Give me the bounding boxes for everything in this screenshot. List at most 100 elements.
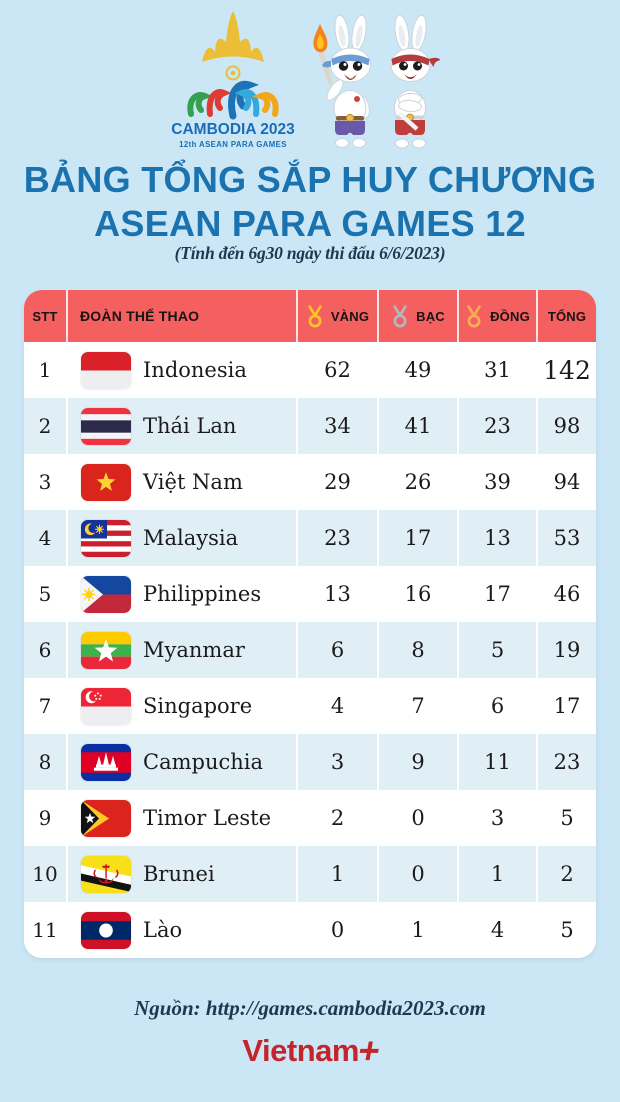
silver-count-cell: 17 [379,510,459,566]
team-cell: Lào [68,902,298,958]
flag-malaysia-icon [81,519,131,557]
gold-count-cell: 13 [298,566,379,622]
team-cell: Philippines [68,566,298,622]
total-count-cell: 98 [553,414,581,438]
total-count-cell: 2 [560,862,574,886]
team-name: Campuchia [143,750,263,774]
page-subtitle: (Tính đến 6g30 ngày thi đấu 6/6/2023) [174,243,446,263]
mascot-red-rabbit [390,14,441,149]
silver-count-cell: 26 [379,454,459,510]
team-cell: Campuchia [68,734,298,790]
total-count-cell: 19 [553,638,581,662]
header-bronze-label: ĐỒNG [490,308,530,324]
bronze-count-cell: 17 [459,566,538,622]
silver-count-cell: 8 [379,622,459,678]
total-count-cell: 46 [553,582,581,606]
flag-timor-leste-icon [81,799,131,837]
team-name: Thái Lan [143,414,237,438]
gold-count-cell: 2 [298,790,379,846]
team-name: Việt Nam [143,470,243,494]
team-cell: Brunei [68,846,298,902]
total-count-cell: 5 [560,918,574,942]
team-cell: Indonesia [68,342,298,398]
silver-medal-icon [391,304,409,329]
flag-thailand-icon [81,407,131,445]
silver-count-cell: 0 [379,790,459,846]
header-gold-label: VÀNG [330,308,370,324]
rank-cell: 11 [24,902,68,958]
logo-title: CAMBODIA 2023 [171,121,295,138]
bronze-count-cell: 11 [459,734,538,790]
team-name: Indonesia [143,358,247,382]
header-graphics: CAMBODIA 2023 12th ASEAN PARA GAMES [0,4,620,160]
table-row: 2 Thái Lan 34 41 23 98 [24,398,596,454]
total-count-cell: 142 [543,355,591,385]
team-cell: Thái Lan [68,398,298,454]
table-row: 5 Philippines 13 16 17 46 [24,566,596,622]
team-name: Myanmar [143,638,245,662]
torch-icon [313,24,333,85]
table-row: 9 Timor Leste 2 0 3 5 [24,790,596,846]
golden-crown-icon [202,11,264,62]
team-name: Singapore [143,694,253,718]
gold-count-cell: 0 [298,902,379,958]
rank-cell: 9 [24,790,68,846]
header-total: TỔNG [547,308,587,324]
total-count-cell: 23 [553,750,581,774]
header-stt: STT [24,290,68,342]
medal-table-body: 1 Indonesia 62 49 31 142 2 Thái Lan 34 41 23 98 3 Việ… [24,342,596,958]
team-name: Philippines [143,582,262,606]
gold-count-cell: 23 [298,510,379,566]
table-row: 8 Campuchia 3 9 11 23 [24,734,596,790]
team-cell: Timor Leste [68,790,298,846]
rank-cell: 3 [24,454,68,510]
silver-count-cell: 0 [379,846,459,902]
team-cell: Singapore [68,678,298,734]
page-title: BẢNG TỔNG SẮP HUY CHƯƠNG ASEAN PARA GAMES… [0,158,620,246]
silver-count-cell: 1 [379,902,459,958]
rank-cell: 6 [24,622,68,678]
flag-vietnam-icon [81,463,131,501]
bronze-count-cell: 4 [459,902,538,958]
cambodia-2023-logo-icon: CAMBODIA 2023 12th ASEAN PARA GAMES [171,11,295,149]
source-text: Nguồn: http://games.cambodia2023.com [134,996,486,1020]
total-count-cell: 5 [560,806,574,830]
header-gold: VÀNG [298,290,379,342]
rank-cell: 10 [24,846,68,902]
table-row: 3 Việt Nam 29 26 39 94 [24,454,596,510]
gold-count-cell: 29 [298,454,379,510]
team-cell: Malaysia [68,510,298,566]
silver-count-cell: 41 [379,398,459,454]
naga-swirls-icon [187,80,279,120]
table-row: 6 Myanmar 6 8 5 19 [24,622,596,678]
bronze-medal-icon [465,304,483,329]
medal-table: STT ĐOÀN THỂ THAO VÀNG BẠC ĐỒNG TỔN [24,290,596,958]
gold-count-cell: 62 [298,342,379,398]
flag-laos-icon [81,911,131,949]
team-name: Malaysia [143,526,239,550]
total-count-cell: 17 [553,694,581,718]
logo-subtitle: 12th ASEAN PARA GAMES [179,140,287,149]
flag-indonesia-icon [81,351,131,389]
table-header: STT ĐOÀN THỂ THAO VÀNG BẠC ĐỒNG TỔN [24,290,596,342]
gold-count-cell: 6 [298,622,379,678]
team-name: Lào [143,918,183,942]
vietnamplus-wordmark: Vietnam [242,1033,359,1068]
rank-cell: 7 [24,678,68,734]
header-silver-label: BẠC [416,308,445,324]
rank-cell: 5 [24,566,68,622]
flag-brunei-icon [81,855,131,893]
flag-cambodia-icon [81,743,131,781]
team-cell: Việt Nam [68,454,298,510]
total-count-cell: 94 [553,470,581,494]
header-bronze: ĐỒNG [459,290,538,342]
rabbit-mascots-icon [313,14,441,149]
page-title-line1: BẢNG TỔNG SẮP HUY CHƯƠNG [23,159,597,200]
bronze-count-cell: 3 [459,790,538,846]
gold-medal-icon [306,304,324,329]
table-row: 10 Brunei 1 0 1 2 [24,846,596,902]
rank-cell: 4 [24,510,68,566]
table-row: 7 Singapore 4 7 6 17 [24,678,596,734]
header-silver: BẠC [379,290,459,342]
